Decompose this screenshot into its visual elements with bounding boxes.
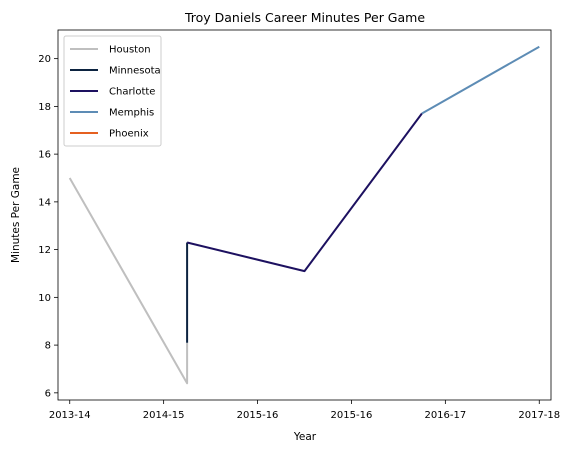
- x-axis-ticks: 2013-14 2014-15 2015-16 2015-16 2016-17 2017-…: [49, 400, 560, 421]
- x-tick-label: 2015-16: [331, 410, 373, 421]
- legend-box: [63, 35, 162, 147]
- x-tick-label: 2015-16: [237, 410, 279, 421]
- legend-label-charlotte: Charlotte: [109, 87, 155, 98]
- y-tick-label: 12: [38, 245, 51, 256]
- y-tick-label: 20: [38, 54, 51, 65]
- x-tick-label: 2016-17: [424, 410, 466, 421]
- legend-label-phoenix: Phoenix: [109, 129, 149, 140]
- y-tick-label: 6: [45, 388, 51, 399]
- y-tick-label: 16: [38, 150, 51, 161]
- legend-label-houston: Houston: [109, 45, 151, 56]
- y-tick-label: 14: [38, 197, 51, 208]
- series-line-memphis: [421, 45, 540, 115]
- legend: Houston Minnesota Charlotte Memphis Phoenix: [63, 35, 162, 147]
- y-tick-label: 10: [38, 293, 51, 304]
- x-tick-label: 2014-15: [143, 410, 185, 421]
- series-line-houston: [68, 177, 189, 385]
- legend-label-minnesota: Minnesota: [109, 66, 161, 77]
- series-lines: [68, 45, 540, 385]
- legend-label-memphis: Memphis: [109, 108, 154, 119]
- plot-frame: [57, 29, 552, 401]
- x-tick-label: 2017-18: [518, 410, 560, 421]
- series-line-charlotte: [186, 112, 423, 273]
- y-tick-label: 18: [38, 102, 51, 113]
- x-tick-label: 2013-14: [49, 410, 91, 421]
- y-axis-label: Minutes Per Game: [10, 167, 22, 263]
- x-axis-label: Year: [293, 431, 317, 443]
- chart-title: Troy Daniels Career Minutes Per Game: [184, 10, 425, 25]
- y-axis-ticks: 6 8 10 12 14 16 18 20: [38, 54, 58, 399]
- y-tick-label: 8: [45, 341, 51, 352]
